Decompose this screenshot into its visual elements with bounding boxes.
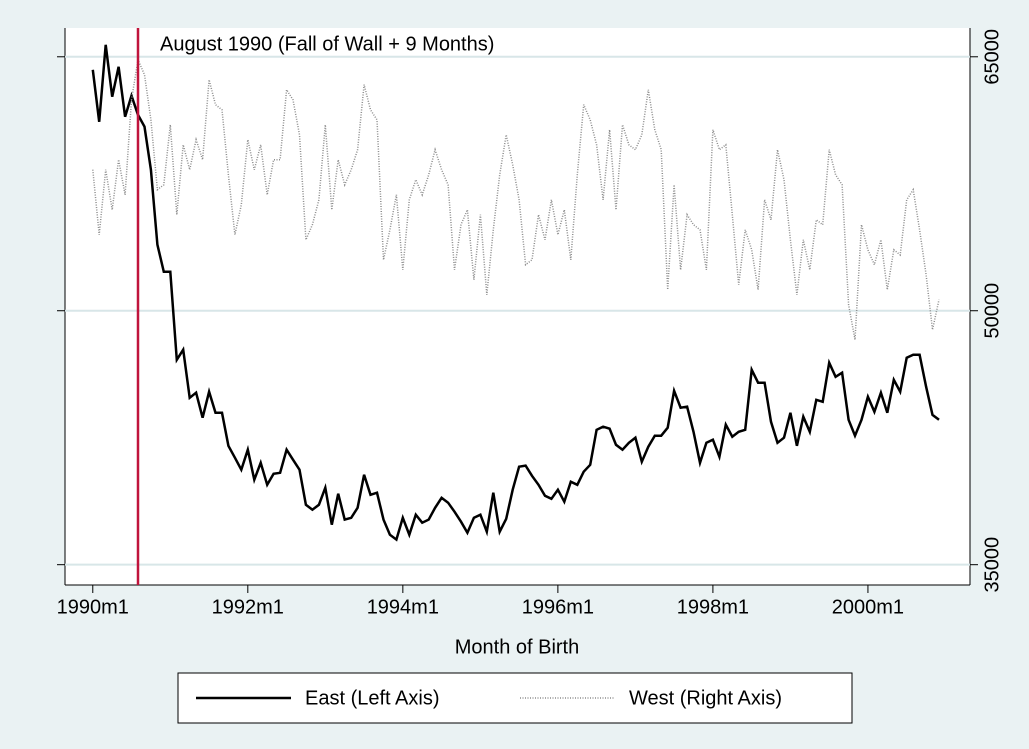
x-axis-title: Month of Birth bbox=[455, 636, 580, 658]
legend-label: West (Right Axis) bbox=[629, 687, 782, 709]
y2-tick-label: 50000 bbox=[981, 283, 1003, 339]
y2-tick-label: 35000 bbox=[981, 537, 1003, 593]
legend-label: East (Left Axis) bbox=[305, 687, 440, 709]
series-line bbox=[92, 57, 940, 340]
x-tick-label: 2000m1 bbox=[832, 596, 904, 618]
series-line bbox=[91, 44, 940, 542]
y2-tick-label: 65000 bbox=[981, 29, 1003, 85]
x-tick-label: 1992m1 bbox=[212, 596, 284, 618]
x-tick-label: 1998m1 bbox=[677, 596, 749, 618]
plot-area bbox=[65, 28, 970, 585]
annotation: August 1990 (Fall of Wall + 9 Months) bbox=[160, 33, 494, 55]
x-tick-label: 1990m1 bbox=[57, 596, 129, 618]
x-tick-label: 1994m1 bbox=[367, 596, 439, 618]
x-tick-label: 1996m1 bbox=[522, 596, 594, 618]
